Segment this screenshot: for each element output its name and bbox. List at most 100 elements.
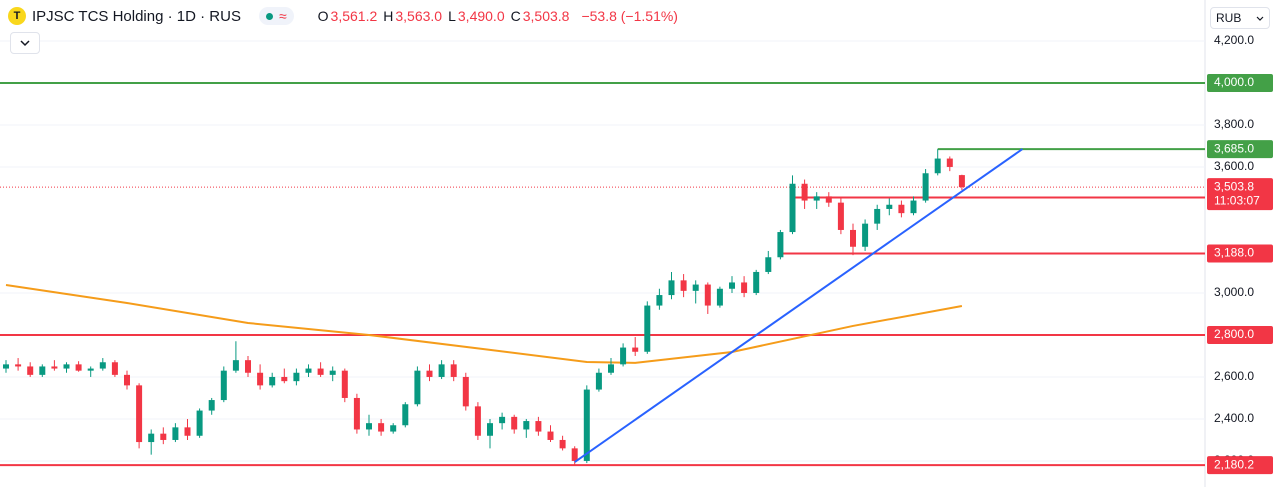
currency-button[interactable]: RUB [1210,7,1270,29]
candle-body [741,282,748,293]
candle-body [51,366,58,369]
candle-body [704,284,711,306]
last-price-box [1207,178,1273,211]
candle-body [414,370,421,405]
level-label: 2,800.0 [1214,327,1254,341]
candle-body [499,416,506,424]
y-tick-label: 3,000.0 [1214,285,1254,299]
candle-body [523,421,530,430]
logo: T [8,7,26,25]
candle-body [39,366,46,375]
ohlc-key: L [448,8,456,24]
y-tick-label: 4,200.0 [1214,33,1254,47]
candle-body [535,421,542,432]
candle-body [148,433,155,443]
candle-body [571,448,578,461]
candle-body [111,362,118,375]
candle-body [620,347,627,365]
candle-body [15,364,22,367]
candle-body [813,196,820,201]
candle-body [680,280,687,291]
candle-body [172,427,179,440]
candle-body [547,431,554,440]
candle-body [801,183,808,201]
candle-body [378,423,385,432]
candle-body [874,208,881,224]
candle-body [837,202,844,230]
level-label-box [1207,325,1273,344]
candle-body [825,196,832,203]
candle-body [487,423,493,436]
candle-body [124,374,130,386]
level-label: 2,180.2 [1214,457,1254,471]
level-label: 3,188.0 [1214,246,1254,260]
y-tick-label: 2,600.0 [1214,369,1254,383]
candle-body [474,406,481,436]
candle-body [438,364,445,377]
candle-body [716,288,723,306]
ohlc-key: O [317,8,329,24]
candle-body [729,282,735,289]
candle-body [293,372,300,382]
candle-body [765,257,772,272]
ohlc: O 3,561.2 H 3,563.0 L 3,490.0 C 3,503.8 [314,8,570,24]
status-pill: ≈ [258,7,294,25]
candle-body [245,360,251,373]
y-tick-label: 2,400.0 [1214,411,1254,425]
symbol-title[interactable]: IPJSC TCS Holding · 1D · RUS [32,7,241,25]
candle-body [898,204,905,214]
collapse-button[interactable] [10,32,40,54]
candle-body [75,364,82,371]
trendline [574,148,1023,463]
candle-body [777,232,784,258]
candle-body [305,368,312,373]
candle-body [850,229,856,247]
candle-body [136,385,143,443]
y-tick-label: 3,800.0 [1214,117,1254,131]
ohlc-key: C [510,8,521,24]
candle-body [583,389,590,461]
candle-body [946,158,953,167]
candle-body [184,427,191,436]
level-label-box [1207,73,1273,92]
candle-body [329,370,336,375]
candle-body [934,158,941,174]
candle-body [668,280,675,296]
candle-body [232,360,239,371]
chevron [20,40,30,47]
level-label: 3,685.0 [1214,141,1254,155]
countdown: 11:03:07 [1214,193,1260,207]
header: T IPJSC TCS Holding · 1D · RUS ≈ O 3,561.… [8,7,678,25]
change: −53.8 (−1.51%) [581,8,678,24]
candle-body [511,416,518,430]
ohlc-value: 3,563.0 [395,8,443,24]
ohlc-value: 3,561.2 [330,8,378,24]
candle-body [559,439,566,449]
candle-body [450,364,457,377]
candle-body [3,364,9,369]
candle-body [426,370,433,377]
candle-body [644,305,651,352]
last-price-label: 3,503.8 [1214,179,1254,193]
status-dot [265,12,273,20]
candle-body [317,368,324,375]
candle-body [99,362,106,369]
candle-body [353,397,360,430]
candle-body [27,366,34,375]
candle-body [595,372,602,390]
level-label: 4,000.0 [1214,75,1254,89]
candle-body [390,425,397,432]
candle-body [63,364,70,369]
candle-body [269,376,276,386]
ohlc-value: 3,503.8 [522,8,570,24]
candle-body [862,223,869,247]
candle-body [753,271,760,293]
candle-body [656,295,663,306]
candle-body [341,370,348,398]
status-icon: ≈ [278,8,287,24]
level-label-box [1207,244,1273,263]
candle-body [196,410,203,436]
currency: RUB [1216,11,1242,25]
candle-body [402,404,409,426]
